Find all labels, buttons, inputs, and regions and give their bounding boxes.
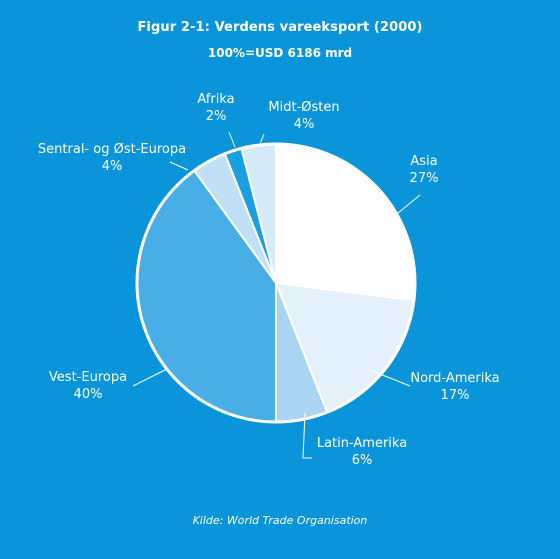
chart-source: Kilde: World Trade Organisation <box>192 514 368 527</box>
leader-line-nord-amerika <box>369 369 411 387</box>
slice-label-afrika: Afrika <box>197 92 234 107</box>
slice-percent-midt-østen: 4% <box>294 117 315 132</box>
slice-percent-vest-europa: 40% <box>74 387 103 402</box>
slice-percent-asia: 27% <box>410 171 439 186</box>
slice-percent-sentral-og-øst-europa: 4% <box>102 159 123 174</box>
pie-outline <box>135 142 417 424</box>
pie-slice-asia <box>275 142 416 302</box>
chart-title: Figur 2-1: Verdens vareeksport (2000) <box>137 20 423 35</box>
slice-label-sentral-og-øst-europa: Sentral- og Øst-Europa <box>38 142 186 157</box>
slice-percent-afrika: 2% <box>206 109 227 124</box>
leader-line-vest-europa <box>132 368 168 387</box>
leader-line-sentral-og-øst-europa <box>169 161 189 171</box>
leader-line-asia <box>391 194 421 219</box>
slice-label-latin-amerika: Latin-Amerika <box>317 436 407 451</box>
leader-line-midt-østen <box>259 133 265 145</box>
slice-label-midt-østen: Midt-Østen <box>268 100 339 115</box>
slice-label-vest-europa: Vest-Europa <box>49 370 127 385</box>
leader-line-afrika <box>228 131 236 148</box>
leader-line-latin-amerika <box>302 412 312 459</box>
slice-label-asia: Asia <box>410 154 437 169</box>
slice-percent-nord-amerika: 17% <box>441 388 470 403</box>
chart-subtitle: 100%=USD 6186 mrd <box>207 46 353 60</box>
slice-percent-latin-amerika: 6% <box>352 453 373 468</box>
slice-label-nord-amerika: Nord-Amerika <box>410 371 499 386</box>
